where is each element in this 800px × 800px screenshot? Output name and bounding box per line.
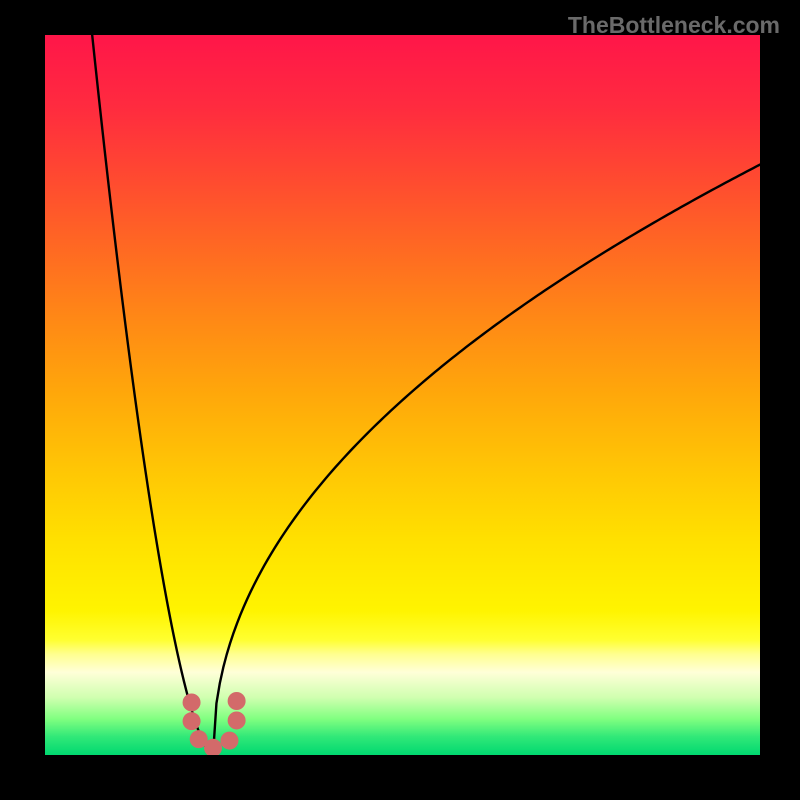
marker-dot — [183, 693, 201, 711]
marker-dot — [220, 732, 238, 750]
chart-container: TheBottleneck.com — [0, 0, 800, 800]
curve-layer — [45, 35, 760, 755]
bottleneck-curve — [92, 35, 760, 755]
marker-dot — [228, 711, 246, 729]
marker-dot — [228, 692, 246, 710]
plot-area — [45, 35, 760, 755]
marker-dot — [183, 712, 201, 730]
